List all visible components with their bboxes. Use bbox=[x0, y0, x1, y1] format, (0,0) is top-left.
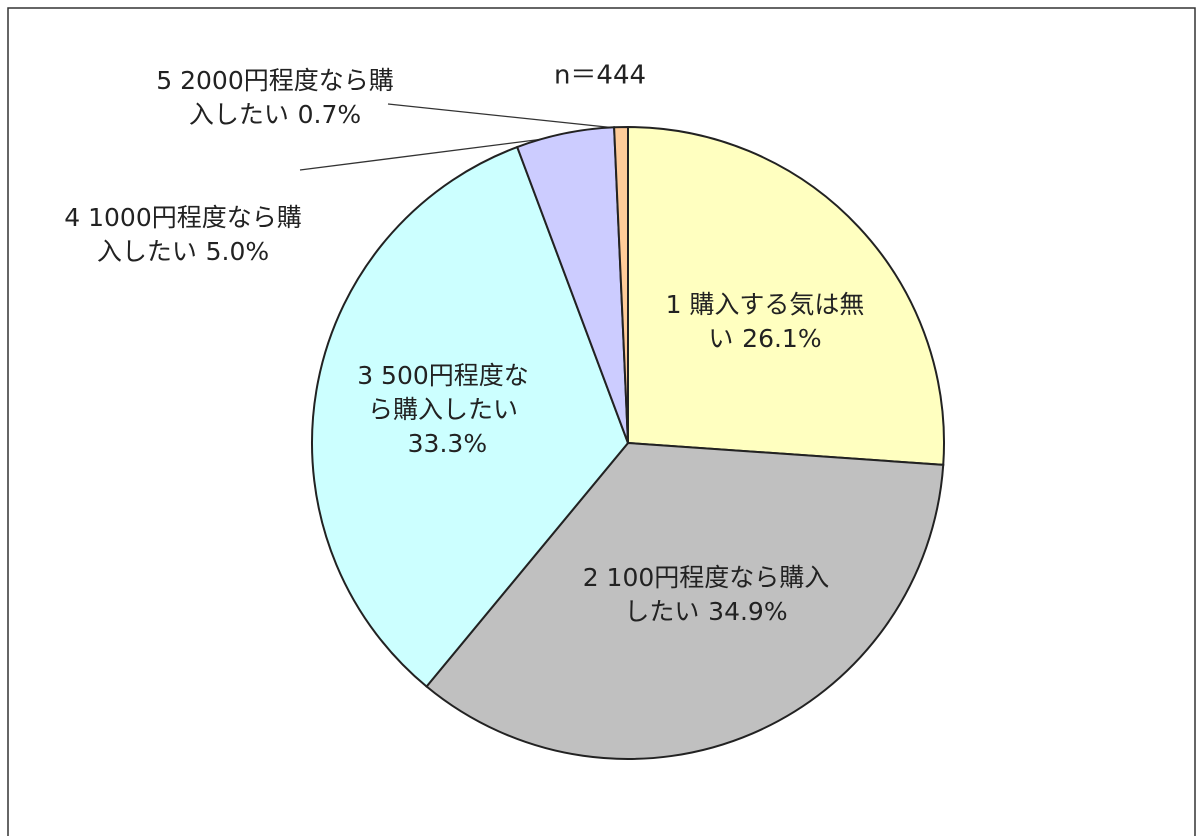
pie-slice bbox=[613, 125, 629, 444]
pie-slice bbox=[311, 145, 630, 688]
slice-label: 3 500円程度なら購入したい 33.3% bbox=[348, 359, 538, 461]
category-label: 5 2000円程度なら購入したい bbox=[156, 66, 394, 129]
category-label: 4 1000円程度なら購入したい bbox=[64, 203, 302, 266]
slice-label: 1 購入する気は無い 26.1% bbox=[665, 288, 865, 356]
value-label: 26.1% bbox=[742, 324, 822, 353]
value-label: 0.7% bbox=[297, 100, 362, 129]
value-label: 33.3% bbox=[407, 429, 488, 458]
category-label: 2 100円程度なら購入したい bbox=[582, 563, 830, 626]
category-label: 3 500円程度なら購入したい bbox=[357, 361, 529, 424]
slice-label: 4 1000円程度なら購入したい 5.0% bbox=[58, 201, 308, 269]
value-label: 34.9% bbox=[708, 597, 788, 626]
slice-label: 5 2000円程度なら購入したい 0.7% bbox=[150, 64, 400, 132]
slice-label: 2 100円程度なら購入したい 34.9% bbox=[581, 561, 831, 629]
pie-slice bbox=[425, 441, 945, 760]
frame bbox=[7, 7, 1196, 836]
sample-size: n＝444 bbox=[554, 61, 646, 91]
category-label: 1 購入する気は無い bbox=[665, 290, 865, 353]
pie-slice bbox=[627, 125, 945, 466]
leader-line bbox=[387, 103, 617, 129]
value-label: 5.0% bbox=[205, 237, 270, 266]
